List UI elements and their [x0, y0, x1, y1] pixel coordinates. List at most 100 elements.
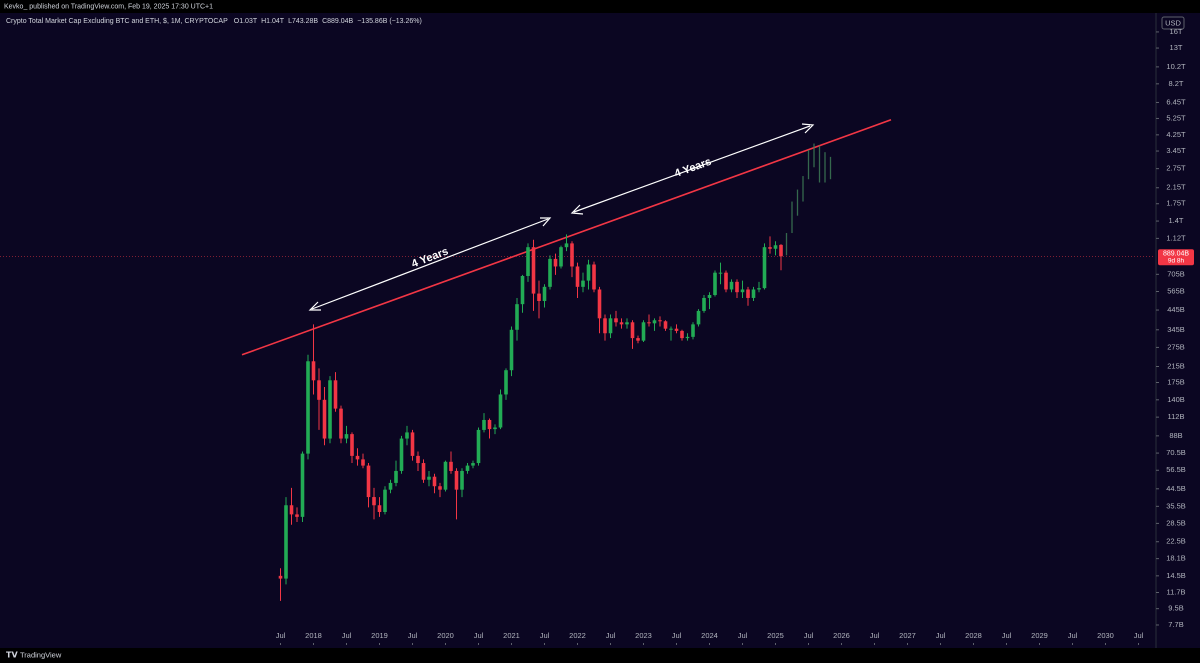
- candle-body: [575, 266, 580, 287]
- y-tick-label: 175B: [1167, 377, 1185, 386]
- x-tick-label: 2023: [635, 631, 652, 640]
- candle-body: [465, 465, 470, 471]
- candle-body: [317, 380, 321, 400]
- arrow-head: [308, 301, 321, 311]
- y-tick-label: 4.25T: [1166, 130, 1186, 139]
- candle-body: [625, 322, 629, 325]
- ohlc-change: −135.86B (−13.26%): [357, 18, 422, 25]
- y-tick-label: 14.5B: [1166, 571, 1186, 580]
- candle-body: [669, 328, 673, 330]
- x-tick-label: 2021: [503, 631, 520, 640]
- price-label: 889.04B: [1163, 251, 1189, 258]
- candle-body: [548, 258, 552, 287]
- y-tick-label: 5.25T: [1166, 113, 1186, 122]
- plot: [0, 119, 1155, 601]
- y-tick-label: 2.15T: [1166, 183, 1186, 192]
- candle-body: [399, 438, 404, 471]
- x-tick-label: 2018: [305, 631, 322, 640]
- y-tick-label: 1.4T: [1168, 216, 1183, 225]
- footer-logo: 𝗧𝗩 TradingView: [6, 650, 62, 659]
- candle-body: [526, 247, 530, 276]
- x-tick-label: Jul: [936, 631, 946, 640]
- x-tick-label: Jul: [474, 631, 484, 640]
- y-tick-label: 140B: [1167, 395, 1185, 404]
- candle-body: [581, 280, 585, 287]
- candle-body: [674, 328, 679, 331]
- candle-body: [482, 419, 486, 430]
- candle-body: [685, 336, 690, 339]
- candle-body: [537, 293, 541, 301]
- x-tick-label: Jul: [672, 631, 682, 640]
- x-tick-label: Jul: [1134, 631, 1144, 640]
- candle-body: [443, 461, 448, 490]
- candle-body: [427, 476, 431, 480]
- candle-body: [779, 244, 783, 257]
- x-tick-label: Jul: [276, 631, 286, 640]
- candle-body: [564, 243, 569, 248]
- candle-body: [278, 575, 283, 579]
- brand: TradingView: [20, 650, 62, 659]
- candle-body: [520, 275, 525, 305]
- candle-body: [658, 320, 662, 322]
- ohlc-high: H1.04T: [261, 18, 285, 25]
- y-tick-label: 56.5B: [1166, 465, 1186, 474]
- candle-body: [702, 297, 706, 311]
- logo-mark: 𝗧𝗩: [6, 651, 18, 660]
- candle-body: [449, 461, 453, 471]
- candle-body: [746, 289, 750, 298]
- y-tick-label: 7.7B: [1168, 620, 1183, 629]
- candle-body: [509, 329, 514, 371]
- y-tick-label: 88B: [1169, 431, 1182, 440]
- arrow-line: [311, 218, 549, 310]
- x-tick-label: Jul: [606, 631, 616, 640]
- ohlc-close: C889.04B: [322, 18, 353, 25]
- y-tick-label: 28.5B: [1166, 518, 1186, 527]
- x-tick-label: 2020: [437, 631, 454, 640]
- candle-body: [597, 289, 602, 319]
- candle-body: [333, 380, 338, 409]
- candle-body: [713, 272, 717, 296]
- y-tick-label: 345B: [1167, 325, 1185, 334]
- x-tick-label: 2030: [1097, 631, 1114, 640]
- y-tick-label: 1.12T: [1166, 233, 1186, 242]
- y-tick-label: 215B: [1167, 361, 1185, 370]
- candle-body: [493, 427, 497, 430]
- candle-body: [355, 455, 360, 460]
- candle-body: [663, 321, 668, 329]
- y-tick-label: 3.45T: [1166, 146, 1186, 155]
- y-tick-label: 6.45T: [1166, 97, 1186, 106]
- x-tick-label: Jul: [1002, 631, 1012, 640]
- arrow-head: [801, 123, 815, 134]
- candle-body: [691, 324, 695, 337]
- y-tick-label: 2.75T: [1166, 164, 1186, 173]
- candle-body: [515, 304, 519, 330]
- candle-body: [751, 289, 756, 298]
- candle-body: [322, 399, 327, 439]
- y-tick-label: 22.5B: [1166, 537, 1186, 546]
- y-tick-label: 8.2T: [1168, 79, 1183, 88]
- candle-body: [608, 318, 613, 334]
- candle-body: [289, 505, 294, 515]
- x-tick-label: 2029: [1031, 631, 1048, 640]
- candle-body: [306, 361, 310, 454]
- candle-body: [454, 470, 459, 490]
- publisher: Kevko_ published on TradingView.com, Feb…: [4, 3, 213, 10]
- y-tick-label: 112B: [1168, 412, 1185, 421]
- y-tick-label: 18.1B: [1166, 554, 1186, 563]
- x-tick-label: Jul: [738, 631, 748, 640]
- x-tick-label: 2022: [569, 631, 586, 640]
- candle-body: [394, 470, 398, 483]
- candle-body: [531, 247, 536, 294]
- candle-body: [619, 322, 624, 325]
- candle-body: [311, 361, 316, 381]
- candle-body: [421, 463, 426, 480]
- x-tick-label: 2026: [833, 631, 850, 640]
- candle-body: [300, 453, 305, 517]
- y-tick-label: 565B: [1167, 286, 1185, 295]
- candle-body: [487, 419, 492, 430]
- arrow-head: [540, 217, 552, 227]
- candle-body: [614, 318, 618, 323]
- y-tick-label: 10.2T: [1166, 62, 1186, 71]
